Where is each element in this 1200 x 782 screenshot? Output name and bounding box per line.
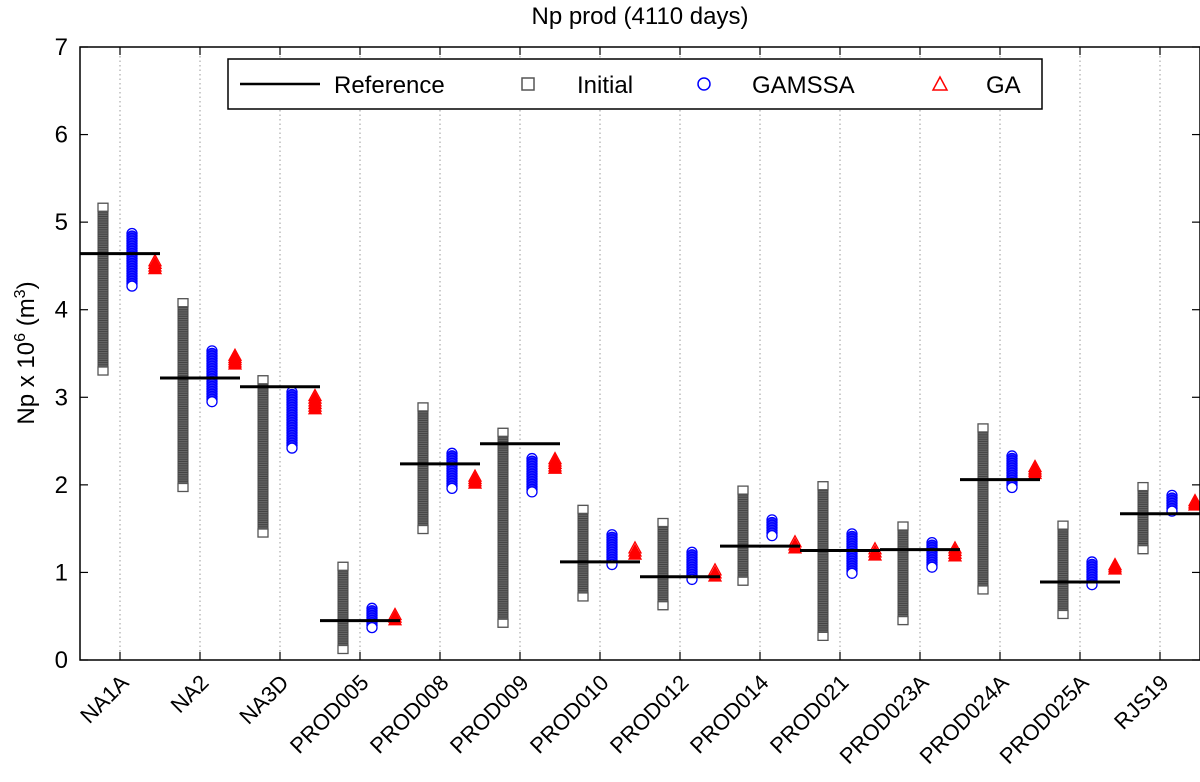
x-tick-label: NA1A — [75, 670, 134, 729]
initial-marker — [657, 601, 669, 611]
legend-gamssa-swatch — [697, 77, 711, 91]
y-tick-label: 4 — [55, 297, 68, 324]
initial-marker — [177, 482, 189, 493]
initial-marker — [817, 481, 829, 491]
x-tick-label: PROD008 — [365, 670, 454, 759]
gamssa-marker — [766, 529, 778, 542]
initial-marker — [577, 592, 589, 602]
initial-marker — [497, 427, 509, 437]
y-axis-label: Np x 106 (m3) — [12, 281, 40, 424]
y-tick-label: 2 — [55, 472, 68, 499]
initial-marker — [577, 504, 589, 515]
initial-marker — [1057, 520, 1069, 530]
initial-marker — [817, 631, 829, 642]
initial-marker — [1137, 545, 1149, 555]
x-tick-label: PROD009 — [445, 670, 534, 759]
initial-marker — [1137, 481, 1149, 492]
x-tick-label: PROD014 — [685, 670, 774, 759]
initial-marker — [657, 517, 669, 528]
y-tick-label: 0 — [55, 647, 68, 674]
x-tick-label: RJS19 — [1109, 670, 1173, 734]
gamssa-marker — [366, 621, 378, 634]
gamssa-marker — [846, 567, 858, 579]
initial-marker — [737, 576, 749, 586]
legend: Reference Initial GAMSSA GA — [227, 58, 1043, 110]
initial-marker — [497, 618, 509, 628]
y-tick-label: 7 — [55, 34, 68, 61]
initial-marker — [97, 202, 109, 212]
legend-initial-swatch — [521, 77, 535, 91]
gamssa-marker — [286, 442, 298, 454]
legend-initial-label: Initial — [577, 72, 633, 99]
initial-marker — [97, 366, 109, 376]
gamssa-marker — [126, 280, 138, 292]
ga-marker — [947, 548, 963, 562]
ga-marker — [467, 475, 483, 489]
x-tick-label: NA3D — [234, 670, 293, 729]
y-tick-label: 1 — [55, 559, 68, 586]
legend-gamssa-label: GAMSSA — [752, 72, 855, 99]
ga-marker — [307, 401, 323, 415]
x-tick-label: NA2 — [166, 670, 214, 718]
initial-marker — [737, 485, 749, 495]
ga-marker — [627, 546, 643, 560]
legend-reference-label: Reference — [334, 72, 445, 99]
ga-marker — [547, 460, 563, 474]
initial-marker — [977, 585, 989, 595]
gamssa-marker — [926, 561, 938, 573]
y-tick-label: 6 — [55, 122, 68, 149]
chart-title: Np prod (4110 days) — [531, 3, 748, 30]
initial-marker — [177, 298, 189, 308]
x-tick-label: PROD012 — [605, 670, 694, 759]
initial-marker — [337, 561, 349, 571]
y-tick-label: 3 — [55, 384, 68, 411]
gamssa-marker — [1006, 481, 1018, 494]
initial-marker — [257, 528, 269, 538]
initial-marker — [257, 375, 269, 385]
initial-marker — [897, 615, 909, 626]
plot-frame — [79, 46, 1200, 661]
gamssa-marker — [206, 396, 218, 408]
legend-box — [227, 58, 1043, 110]
legend-ga-swatch — [931, 75, 949, 91]
ga-marker — [1107, 561, 1123, 575]
initial-marker — [1057, 609, 1069, 620]
gamssa-marker — [526, 486, 538, 498]
y-tick-label: 5 — [55, 209, 68, 236]
initial-marker — [337, 644, 349, 655]
legend-ga-label: GA — [986, 72, 1021, 99]
ga-marker — [147, 261, 163, 275]
x-tick-label: PROD010 — [525, 670, 614, 759]
ga-marker — [1187, 497, 1200, 511]
ga-marker — [867, 547, 883, 561]
initial-marker — [417, 524, 429, 535]
initial-marker — [417, 402, 429, 412]
ga-marker — [227, 356, 243, 370]
initial-marker — [977, 423, 989, 433]
initial-marker — [897, 521, 909, 531]
gamssa-marker — [446, 482, 458, 495]
x-tick-label: PROD005 — [285, 670, 374, 759]
